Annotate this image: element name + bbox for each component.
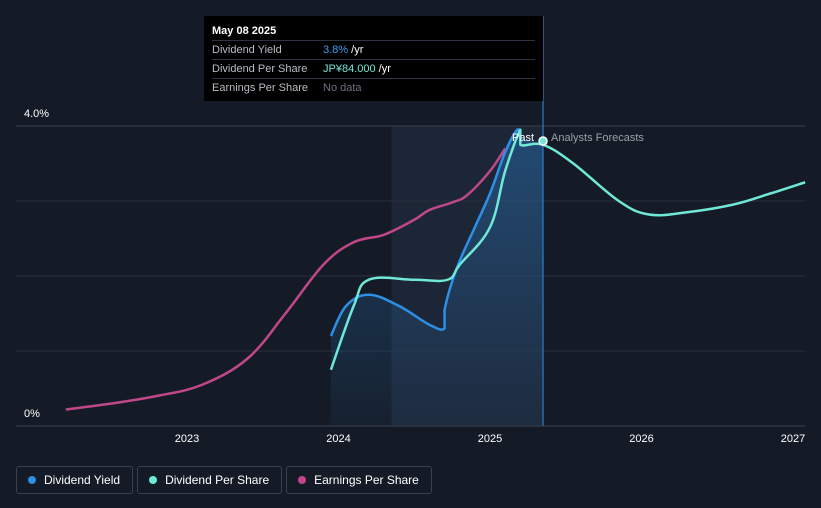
legend-label: Dividend Per Share [165, 473, 270, 487]
x-tick-label: 2024 [326, 433, 351, 445]
tooltip-label: Earnings Per Share [212, 82, 308, 94]
y-tick-label-top: 4.0% [24, 108, 50, 120]
x-tick-label: 2025 [477, 433, 503, 445]
legend: Dividend Yield Dividend Per Share Earnin… [16, 466, 432, 494]
legend-label: Earnings Per Share [314, 473, 419, 487]
forecast-label: Analysts Forecasts [551, 132, 644, 144]
earnings-per-share-dot-icon [298, 476, 307, 484]
legend-item-dividend-yield[interactable]: Dividend Yield [16, 466, 134, 494]
x-tick-label: 2023 [174, 433, 200, 445]
dividend-per-share-dot-icon [149, 476, 158, 484]
y-tick-label-bottom: 0% [24, 408, 40, 420]
grid-lines [16, 125, 805, 352]
legend-item-earnings-per-share[interactable]: Earnings Per Share [286, 466, 432, 494]
x-tick-label: 2027 [780, 433, 806, 445]
tooltip-unit: /yr [375, 63, 391, 75]
dividend-yield-dot-icon [28, 476, 36, 484]
tooltip-unit: /yr [348, 44, 364, 56]
tooltip-value: JP¥84.000 [323, 63, 376, 75]
tooltip: May 08 2025 Dividend Yield 3.8% /yr Divi… [204, 16, 543, 101]
tooltip-row-earnings-per-share: Earnings Per Share No data [212, 78, 535, 97]
dividend-yield-area [330, 129, 544, 426]
tooltip-row-dividend-yield: Dividend Yield 3.8% /yr [212, 40, 535, 59]
x-tick-label: 2026 [629, 433, 654, 445]
dividend-yield-line [329, 127, 522, 337]
tooltip-value: 3.8% [323, 44, 349, 56]
tooltip-label: Dividend Yield [212, 44, 282, 56]
legend-label: Dividend Yield [44, 473, 121, 487]
tooltip-value: No data [323, 82, 362, 94]
dividend-per-share-line [329, 128, 806, 371]
tooltip-date: May 08 2025 [212, 25, 277, 37]
past-label: Past [512, 132, 535, 144]
legend-item-dividend-per-share[interactable]: Dividend Per Share [137, 466, 283, 494]
earnings-per-share-line [65, 147, 507, 411]
highlight-point [538, 136, 548, 146]
tooltip-label: Dividend Per Share [212, 63, 308, 75]
tooltip-row-dividend-per-share: Dividend Per Share JP¥84.000 /yr [212, 59, 535, 78]
